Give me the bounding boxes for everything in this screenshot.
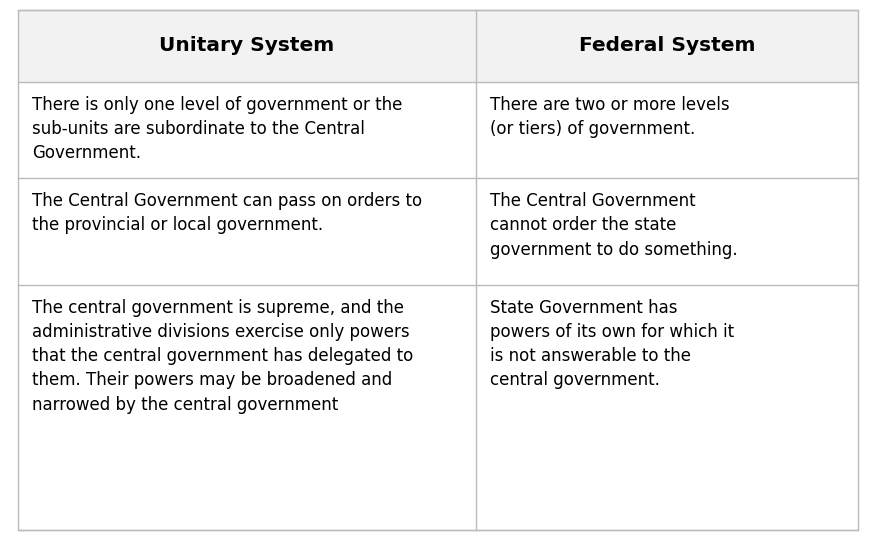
Text: Unitary System: Unitary System: [159, 36, 335, 56]
Text: State Government has
powers of its own for which it
is not answerable to the
cen: State Government has powers of its own f…: [490, 299, 734, 389]
Text: The Central Government can pass on orders to
the provincial or local government.: The Central Government can pass on order…: [32, 192, 422, 234]
Text: There are two or more levels
(or tiers) of government.: There are two or more levels (or tiers) …: [490, 96, 730, 138]
Text: Federal System: Federal System: [579, 36, 755, 56]
Text: The central government is supreme, and the
administrative divisions exercise onl: The central government is supreme, and t…: [32, 299, 413, 414]
Text: The Central Government
cannot order the state
government to do something.: The Central Government cannot order the …: [490, 192, 738, 259]
Text: There is only one level of government or the
sub-units are subordinate to the Ce: There is only one level of government or…: [32, 96, 402, 163]
Bar: [18, 10, 858, 82]
